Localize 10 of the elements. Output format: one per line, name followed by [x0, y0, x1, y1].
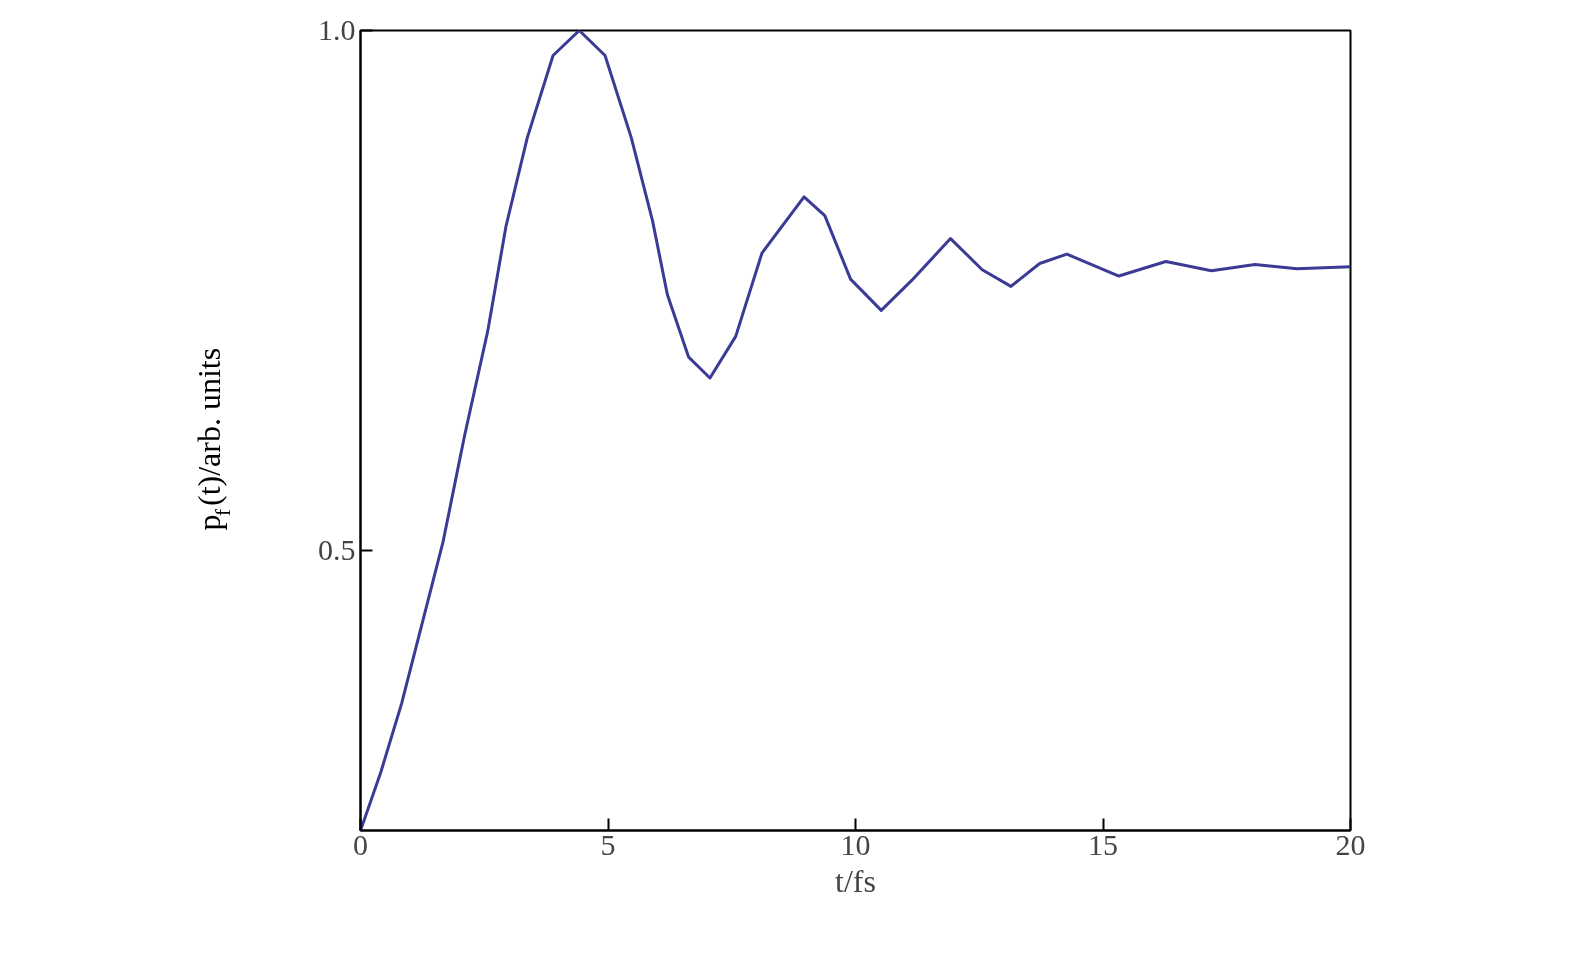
x-tick-label: 5	[600, 827, 616, 861]
x-tick-label: 0	[353, 827, 368, 861]
y-tick-label: 0.5	[318, 533, 356, 567]
y-tick-label: 1.0	[318, 13, 356, 46]
line-series	[360, 30, 1351, 831]
x-tick-label: 10	[840, 827, 871, 861]
x-tick-label: 15	[1088, 827, 1118, 861]
x-tick-label: 20	[1335, 827, 1366, 861]
x-axis-title: t/fs	[835, 862, 876, 899]
y-axis-title: pf(t)/arb. units	[190, 347, 235, 531]
